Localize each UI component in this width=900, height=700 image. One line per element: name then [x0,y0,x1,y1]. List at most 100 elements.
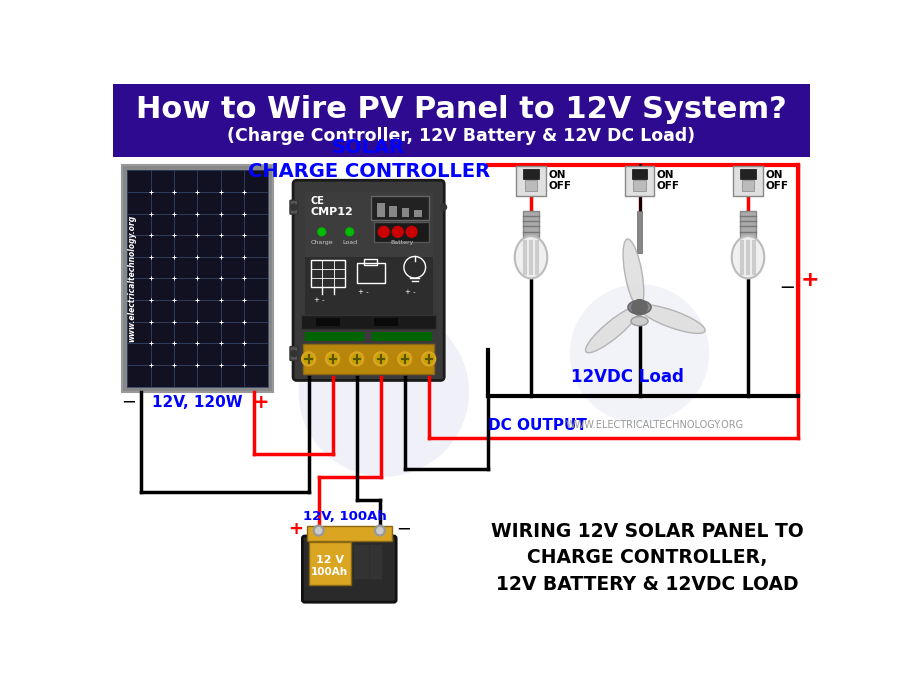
Text: 12V, 100Ah: 12V, 100Ah [303,510,387,523]
Circle shape [570,284,709,423]
Circle shape [374,352,388,366]
Circle shape [406,227,417,237]
Text: ON
OFF: ON OFF [765,170,788,190]
Text: 12VDC Load: 12VDC Load [572,368,684,386]
Bar [377,203,384,217]
FancyBboxPatch shape [290,200,298,214]
Bar [742,180,754,191]
Bar [401,208,410,217]
Circle shape [376,354,385,363]
Bar [734,167,762,195]
Ellipse shape [586,307,640,353]
Bar [309,542,351,584]
Text: DC OUTPUT: DC OUTPUT [489,418,587,433]
Text: + -: + - [358,289,369,295]
Circle shape [378,227,389,237]
Circle shape [299,307,469,477]
Circle shape [291,351,297,356]
Bar [517,167,545,195]
Text: ─: ─ [781,279,793,298]
Bar [301,315,436,329]
Text: WIRING 12V SOLAR PANEL TO
CHARGE CONTROLLER,
12V BATTERY & 12VDC LOAD: WIRING 12V SOLAR PANEL TO CHARGE CONTROL… [491,522,804,594]
Text: 12V, 120W: 12V, 120W [152,395,243,409]
Text: Charge: Charge [310,240,333,245]
Text: Load: Load [342,240,357,245]
Circle shape [398,352,411,366]
Text: + -: + - [314,297,325,303]
FancyBboxPatch shape [293,180,445,381]
Bar [316,318,339,326]
Text: www.electricaltechnology.org: www.electricaltechnology.org [128,215,137,342]
Circle shape [352,354,361,363]
Bar [371,195,428,220]
Circle shape [291,204,297,210]
Circle shape [346,228,354,236]
Text: +: + [801,270,819,290]
Text: + -: + - [405,289,415,295]
Text: ─: ─ [123,393,134,411]
Bar [364,259,377,265]
Bar [625,167,654,195]
Bar [374,222,428,242]
Circle shape [400,354,410,363]
Circle shape [422,352,436,366]
Circle shape [328,354,338,363]
Bar [305,332,364,341]
Bar [523,211,539,238]
Text: SOLAR
CHARGE CONTROLLER: SOLAR CHARGE CONTROLLER [248,138,490,181]
Bar [414,210,422,217]
Circle shape [316,528,322,533]
Bar [127,170,267,386]
Text: CMP12: CMP12 [310,206,354,217]
Text: 12 V: 12 V [316,555,344,565]
Bar [307,526,392,541]
Bar [374,318,398,326]
Bar [356,263,384,283]
Bar [372,332,432,341]
Bar [632,169,647,179]
Circle shape [440,204,446,210]
Circle shape [392,227,403,237]
Bar [523,169,539,179]
Text: Battery: Battery [390,240,413,245]
Bar [740,169,756,179]
Circle shape [326,352,339,366]
Text: CE: CE [310,196,325,206]
Bar [305,258,433,319]
Circle shape [313,525,324,536]
Bar [637,211,642,253]
Circle shape [304,354,313,363]
Ellipse shape [631,316,648,326]
FancyBboxPatch shape [302,536,396,602]
Circle shape [318,228,326,236]
Bar [122,165,273,392]
Circle shape [424,354,434,363]
Ellipse shape [732,236,764,279]
Text: (Charge Controller, 12V Battery & 12V DC Load): (Charge Controller, 12V Battery & 12V DC… [227,127,696,146]
Bar [525,180,537,191]
Circle shape [349,352,364,366]
Text: ON
OFF: ON OFF [548,170,571,190]
Bar [303,344,434,374]
Circle shape [632,300,647,315]
Circle shape [374,525,385,536]
Text: ─: ─ [398,520,409,538]
Ellipse shape [623,239,644,307]
Bar [634,180,645,191]
Ellipse shape [515,236,547,279]
Bar [310,260,345,286]
Ellipse shape [628,300,651,314]
Text: +: + [288,520,303,538]
Text: ON
OFF: ON OFF [657,170,680,190]
Text: How to Wire PV Panel to 12V System?: How to Wire PV Panel to 12V System? [136,95,787,124]
Bar [389,206,397,217]
Bar [112,84,810,157]
Ellipse shape [639,305,706,333]
Text: +: + [253,393,269,412]
Text: 100Ah: 100Ah [310,567,348,577]
Bar [305,192,433,330]
Bar [740,211,756,238]
FancyBboxPatch shape [290,346,298,360]
Circle shape [302,352,316,366]
Text: WWW.ELECTRICALTECHNOLOGY.ORG: WWW.ELECTRICALTECHNOLOGY.ORG [566,420,744,430]
